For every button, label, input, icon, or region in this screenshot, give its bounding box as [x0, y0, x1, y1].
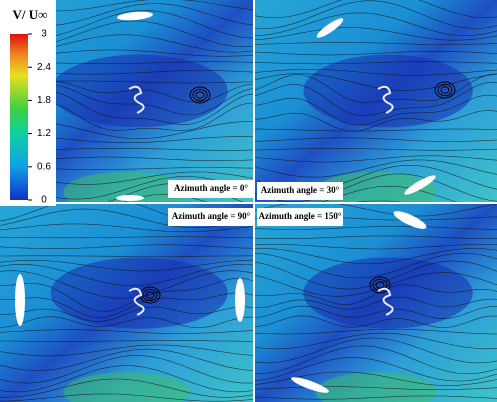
flow-panel [255, 0, 497, 213]
panels [0, 0, 497, 402]
colorbar-title: V/ U∞ [13, 7, 48, 22]
low-velocity-region [303, 257, 472, 328]
panel-label: Azimuth angle = 30° [261, 185, 340, 195]
figure: Azimuth angle = 0° Azimuth angle = 30° Azi… [0, 0, 497, 402]
colorbar-tick-label: 1.2 [37, 128, 51, 139]
colorbar-tick-label: 0.6 [37, 161, 51, 172]
blade [116, 195, 144, 201]
colorbar-tick-label: 3 [41, 29, 47, 40]
colorbar [10, 34, 28, 200]
colorbar-tick-label: 1.8 [37, 95, 51, 106]
flow-panel [255, 202, 497, 402]
colorbar-tick-label: 2.4 [37, 62, 51, 73]
blade [235, 278, 245, 322]
low-velocity-region [303, 55, 472, 128]
colorbar-tick-label: 0 [41, 195, 47, 206]
panel-label: Azimuth angle = 0° [174, 183, 248, 193]
blade [15, 274, 25, 326]
panel-label: Azimuth angle = 150° [259, 211, 342, 221]
panel-label: Azimuth angle = 90° [172, 211, 251, 221]
flow-panel [0, 196, 253, 402]
low-velocity-region [51, 55, 228, 128]
